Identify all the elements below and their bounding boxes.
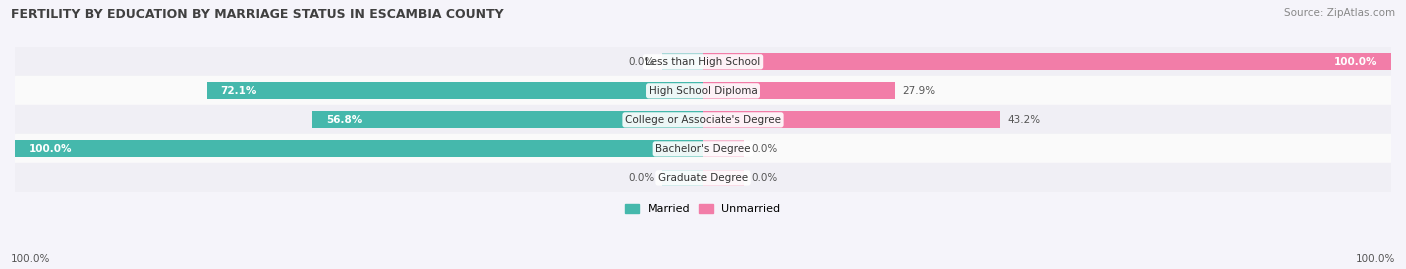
- Text: 72.1%: 72.1%: [221, 86, 257, 96]
- Bar: [15, 47, 1391, 76]
- Bar: [662, 169, 703, 186]
- Bar: [207, 82, 703, 99]
- Text: Source: ZipAtlas.com: Source: ZipAtlas.com: [1284, 8, 1395, 18]
- Bar: [703, 169, 744, 186]
- Bar: [15, 134, 1391, 164]
- Text: 100.0%: 100.0%: [1334, 57, 1378, 67]
- Legend: Married, Unmarried: Married, Unmarried: [621, 200, 785, 219]
- Bar: [15, 140, 703, 157]
- Text: Graduate Degree: Graduate Degree: [658, 173, 748, 183]
- Text: 0.0%: 0.0%: [751, 144, 778, 154]
- Bar: [703, 82, 896, 99]
- Bar: [15, 164, 1391, 192]
- Text: 0.0%: 0.0%: [628, 57, 655, 67]
- Text: College or Associate's Degree: College or Associate's Degree: [626, 115, 780, 125]
- Text: 100.0%: 100.0%: [28, 144, 72, 154]
- Text: High School Diploma: High School Diploma: [648, 86, 758, 96]
- Bar: [662, 53, 703, 70]
- Bar: [15, 76, 1391, 105]
- Text: Less than High School: Less than High School: [645, 57, 761, 67]
- Text: 56.8%: 56.8%: [326, 115, 363, 125]
- Bar: [15, 105, 1391, 134]
- Text: 27.9%: 27.9%: [901, 86, 935, 96]
- Text: 100.0%: 100.0%: [1355, 254, 1395, 264]
- Bar: [703, 140, 744, 157]
- Text: FERTILITY BY EDUCATION BY MARRIAGE STATUS IN ESCAMBIA COUNTY: FERTILITY BY EDUCATION BY MARRIAGE STATU…: [11, 8, 503, 21]
- Text: Bachelor's Degree: Bachelor's Degree: [655, 144, 751, 154]
- Bar: [703, 53, 1391, 70]
- Bar: [312, 111, 703, 128]
- Text: 0.0%: 0.0%: [751, 173, 778, 183]
- Text: 100.0%: 100.0%: [11, 254, 51, 264]
- Bar: [703, 111, 1000, 128]
- Text: 0.0%: 0.0%: [628, 173, 655, 183]
- Text: 43.2%: 43.2%: [1007, 115, 1040, 125]
